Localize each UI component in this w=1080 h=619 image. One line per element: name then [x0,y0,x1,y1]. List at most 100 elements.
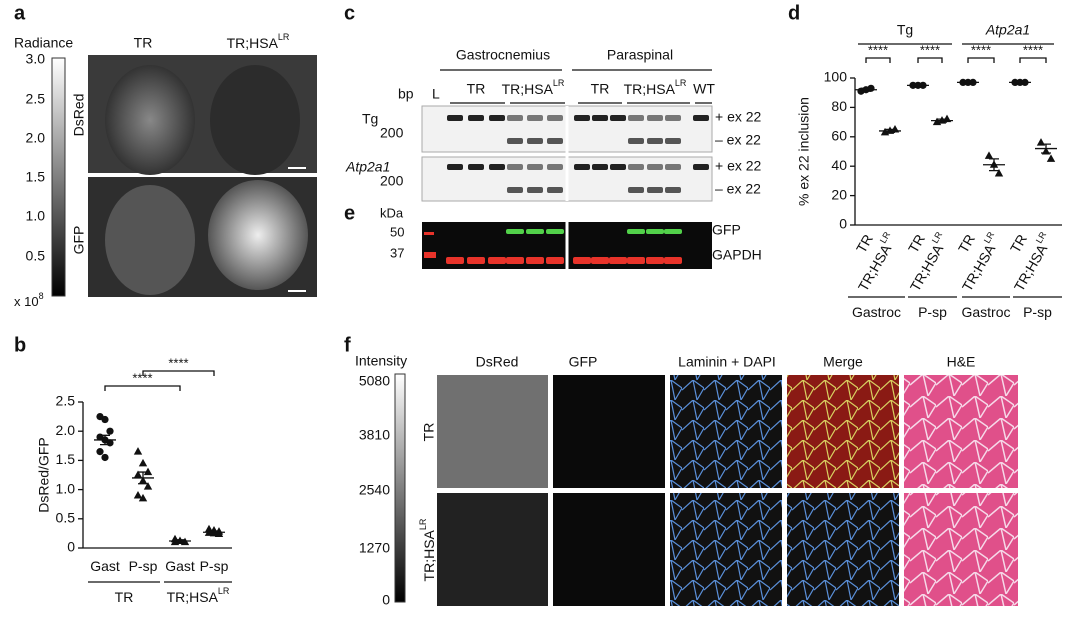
gene-label: Atp2a1 [985,22,1030,38]
label-sup: LR [218,586,230,596]
label: P-sp [918,304,947,320]
band [527,138,543,144]
colorbar-tick: 2.5 [26,91,46,107]
size-label: 37 [390,245,404,260]
label: P-sp [129,558,158,574]
band [665,164,681,170]
lane-label: TR;HSALR [502,78,565,96]
unit-label: kDa [380,205,404,220]
colorbar [51,57,66,297]
y-axis-label: % ex 22 inclusion [796,97,812,206]
band-label: + ex 22 [715,109,762,125]
label: TR;HSALR [167,586,230,604]
label: P-sp [1023,304,1052,320]
label: Gast [165,558,195,574]
colorbar-tick: 0.5 [26,248,46,264]
band [527,187,543,193]
bands [424,229,682,264]
multiplier-base: x 10 [14,294,39,309]
lane-label: TR;HSALR [624,78,687,96]
image [670,493,782,606]
significance-bracket [967,57,995,63]
band [489,164,505,170]
gene-label: Atp2a1 [345,159,390,175]
gene-label: Tg [362,111,378,127]
band [547,187,563,193]
band [424,252,436,258]
colorbar-title: Radiance [14,35,73,51]
band [665,115,681,121]
label: TR [955,231,978,255]
point [143,467,153,476]
error-bar [937,118,947,123]
panel-a: Radiance 3.0 2.5 2.0 1.5 1.0 0.5 x 108 T… [14,32,317,309]
label-sup: LR [418,518,428,530]
band-label: – ex 22 [715,181,761,197]
band [527,164,543,170]
point [106,427,114,435]
panel-c: Gastrocnemius Paraspinal bp L TR TR;HSAL… [345,47,762,202]
y-tick-label: 0 [67,539,75,555]
label-base: P-sp [200,558,229,574]
band [467,257,485,264]
label-sup: LR [553,78,565,88]
band [424,232,434,235]
band [647,115,663,121]
label-base: Gast [90,558,120,574]
label-base: P-sp [1023,304,1052,320]
band [488,257,506,264]
panel-e: kDa 50 37 GFP GAPDH [380,205,762,269]
label: TR [905,231,928,255]
column-label: DsRed [476,354,519,370]
y-tick-label: 20 [831,186,847,202]
error-bar [138,471,148,485]
label: TR [115,589,134,605]
band [628,138,644,144]
band [647,164,663,170]
label: Gastroc [961,304,1010,320]
protein-label: GAPDH [712,247,762,263]
row-label: GFP [71,226,87,255]
label-base: Gastroc [961,304,1010,320]
panel-label: b [14,334,26,356]
colorbar-tick: 2.0 [26,130,46,146]
band [609,257,627,264]
colorbar [394,373,406,603]
band [610,164,626,170]
image-shape [210,65,300,175]
panel-label: c [344,2,355,24]
label: Gast [90,558,120,574]
band [573,257,591,264]
band [664,229,682,234]
point [994,169,1004,177]
image [787,493,899,606]
label-base: Gastroc [852,304,901,320]
label-base: P-sp [918,304,947,320]
lane-label: TR [467,81,486,97]
label: TR [853,231,876,255]
significance-bracket [865,57,891,63]
error-bar [1041,143,1051,154]
column-labels: DsRed GFP Laminin + DAPI Merge H&E [476,354,976,370]
y-tick-label: 2.0 [56,422,76,438]
colorbar-ticks: 5080 3810 2540 1270 0 [359,373,390,608]
point [984,151,994,159]
colorbar-ticks: 3.0 2.5 2.0 1.5 1.0 0.5 [26,51,46,264]
y-tick-label: 1.5 [56,451,76,467]
band [627,257,645,264]
band [546,229,564,234]
point [138,493,148,502]
label-base: TR [853,231,876,255]
panel-label: e [344,202,355,224]
y-tick-label: 0 [839,216,847,232]
y-tick-label: 80 [831,98,847,114]
colorbar-tick: 3810 [359,427,390,443]
column-label: H&E [947,354,976,370]
lane-label: WT [693,81,715,97]
row-label: TR [421,423,437,442]
point [1046,154,1056,162]
label: P-sp [200,558,229,574]
band [547,115,563,121]
band [507,187,523,193]
band [546,257,564,264]
